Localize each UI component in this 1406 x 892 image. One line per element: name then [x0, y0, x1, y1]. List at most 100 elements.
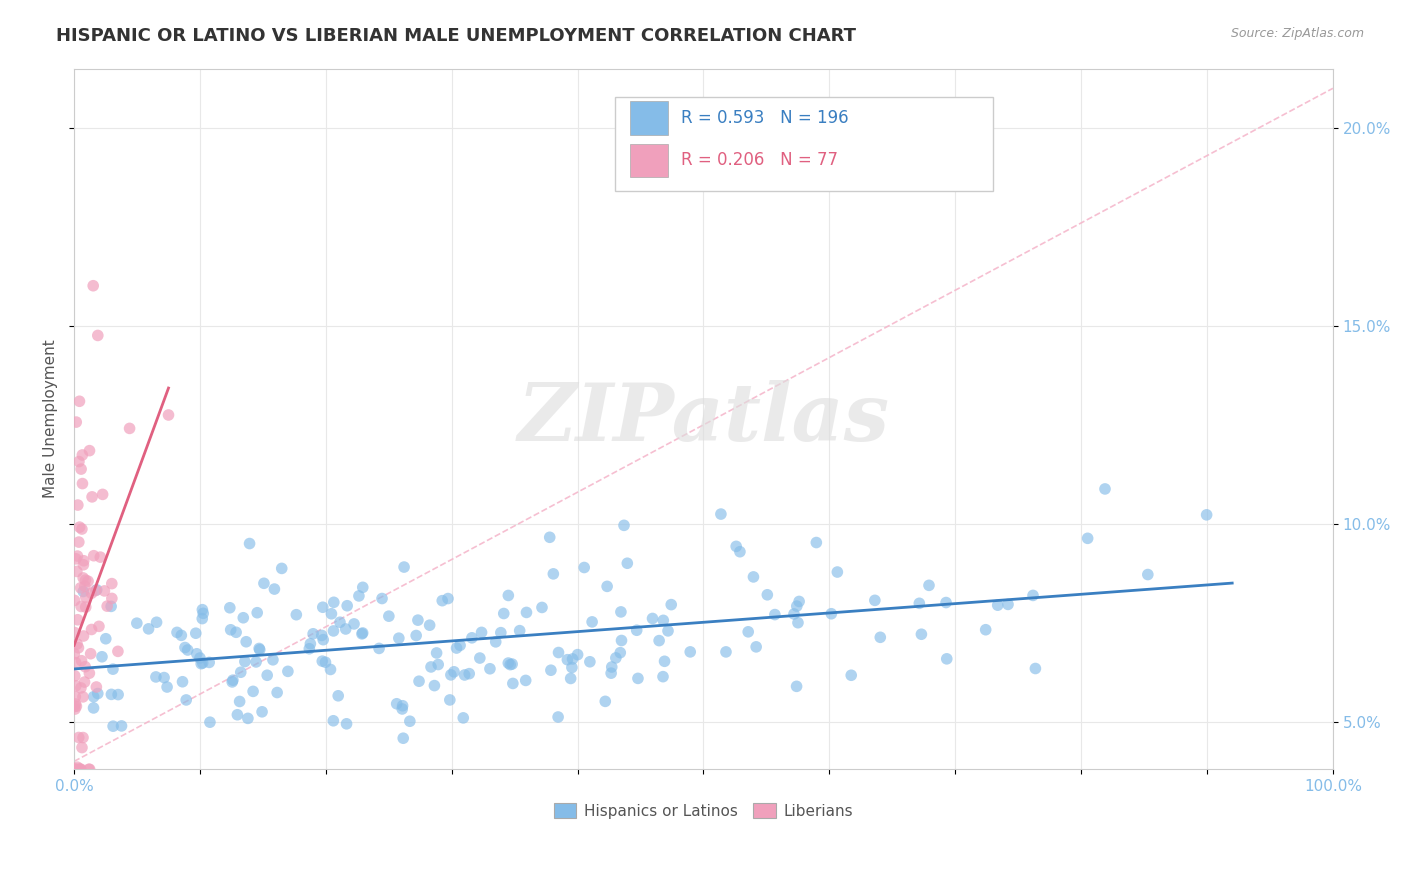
Point [86, 582, 108, 597]
Point [63, 762, 86, 776]
Point [449, 638, 471, 652]
Point [547, 710, 569, 724]
Point [101, 662, 124, 676]
Point [763, 607, 786, 622]
Point [63, 702, 86, 716]
Point [659, 598, 682, 612]
Point [70, 654, 93, 668]
Point [218, 600, 240, 615]
Point [489, 625, 512, 640]
Point [191, 603, 214, 617]
Y-axis label: Male Unemployment: Male Unemployment [44, 340, 58, 499]
Point [83, 701, 105, 715]
Point [75, 573, 97, 587]
Point [579, 655, 602, 669]
Point [174, 640, 197, 655]
Point [270, 561, 292, 575]
Point [600, 660, 623, 674]
Point [277, 665, 299, 679]
Point [80, 490, 103, 504]
Point [468, 651, 491, 665]
Point [66, 549, 89, 563]
Point [560, 672, 582, 686]
Point [742, 570, 765, 584]
Point [530, 600, 553, 615]
Point [987, 598, 1010, 612]
Point [756, 588, 779, 602]
Point [238, 536, 260, 550]
Point [73, 579, 96, 593]
Point [235, 634, 257, 648]
Point [75, 590, 97, 604]
Point [910, 627, 932, 641]
Point [302, 627, 325, 641]
Point [107, 688, 129, 702]
Point [125, 616, 148, 631]
Point [561, 660, 583, 674]
Point [236, 711, 259, 725]
Point [787, 615, 810, 630]
Point [391, 702, 413, 716]
Point [75, 659, 97, 673]
Point [69, 581, 91, 595]
Point [499, 657, 522, 672]
Point [67, 640, 90, 655]
Point [89, 550, 111, 565]
Point [96, 599, 118, 614]
Point [350, 627, 373, 641]
Point [498, 589, 520, 603]
Point [1094, 482, 1116, 496]
Point [63, 647, 86, 661]
Point [319, 663, 342, 677]
Point [443, 665, 465, 679]
Point [174, 693, 197, 707]
Point [820, 607, 842, 621]
Point [191, 611, 214, 625]
Point [806, 535, 828, 549]
Point [322, 624, 344, 638]
Point [610, 633, 633, 648]
Point [79, 647, 101, 661]
Text: HISPANIC OR LATINO VS LIBERIAN MALE UNEMPLOYMENT CORRELATION CHART: HISPANIC OR LATINO VS LIBERIAN MALE UNEM… [56, 27, 856, 45]
Point [70, 740, 93, 755]
Point [170, 628, 193, 642]
Point [145, 615, 167, 630]
Point [72, 629, 94, 643]
Point [451, 711, 474, 725]
Point [737, 624, 759, 639]
Point [79, 666, 101, 681]
Point [245, 655, 267, 669]
Point [728, 545, 751, 559]
Point [398, 714, 420, 729]
Point [406, 613, 429, 627]
Point [246, 606, 269, 620]
Point [110, 719, 132, 733]
Point [72, 558, 94, 572]
Point [1195, 508, 1218, 522]
Point [478, 662, 501, 676]
Point [974, 623, 997, 637]
Point [405, 628, 427, 642]
Point [392, 560, 415, 574]
Point [253, 576, 276, 591]
Point [502, 676, 524, 690]
Point [561, 652, 583, 666]
Point [249, 642, 271, 657]
Point [432, 593, 454, 607]
Point [93, 583, 115, 598]
Point [63, 762, 86, 776]
Point [247, 641, 270, 656]
Point [176, 643, 198, 657]
Point [86, 680, 108, 694]
Point [557, 653, 579, 667]
Point [574, 560, 596, 574]
Point [226, 707, 249, 722]
Point [285, 607, 308, 622]
Point [786, 599, 808, 613]
Point [198, 656, 221, 670]
Point [166, 625, 188, 640]
Point [515, 606, 537, 620]
Point [87, 328, 110, 343]
Point [219, 623, 242, 637]
Point [221, 674, 243, 689]
